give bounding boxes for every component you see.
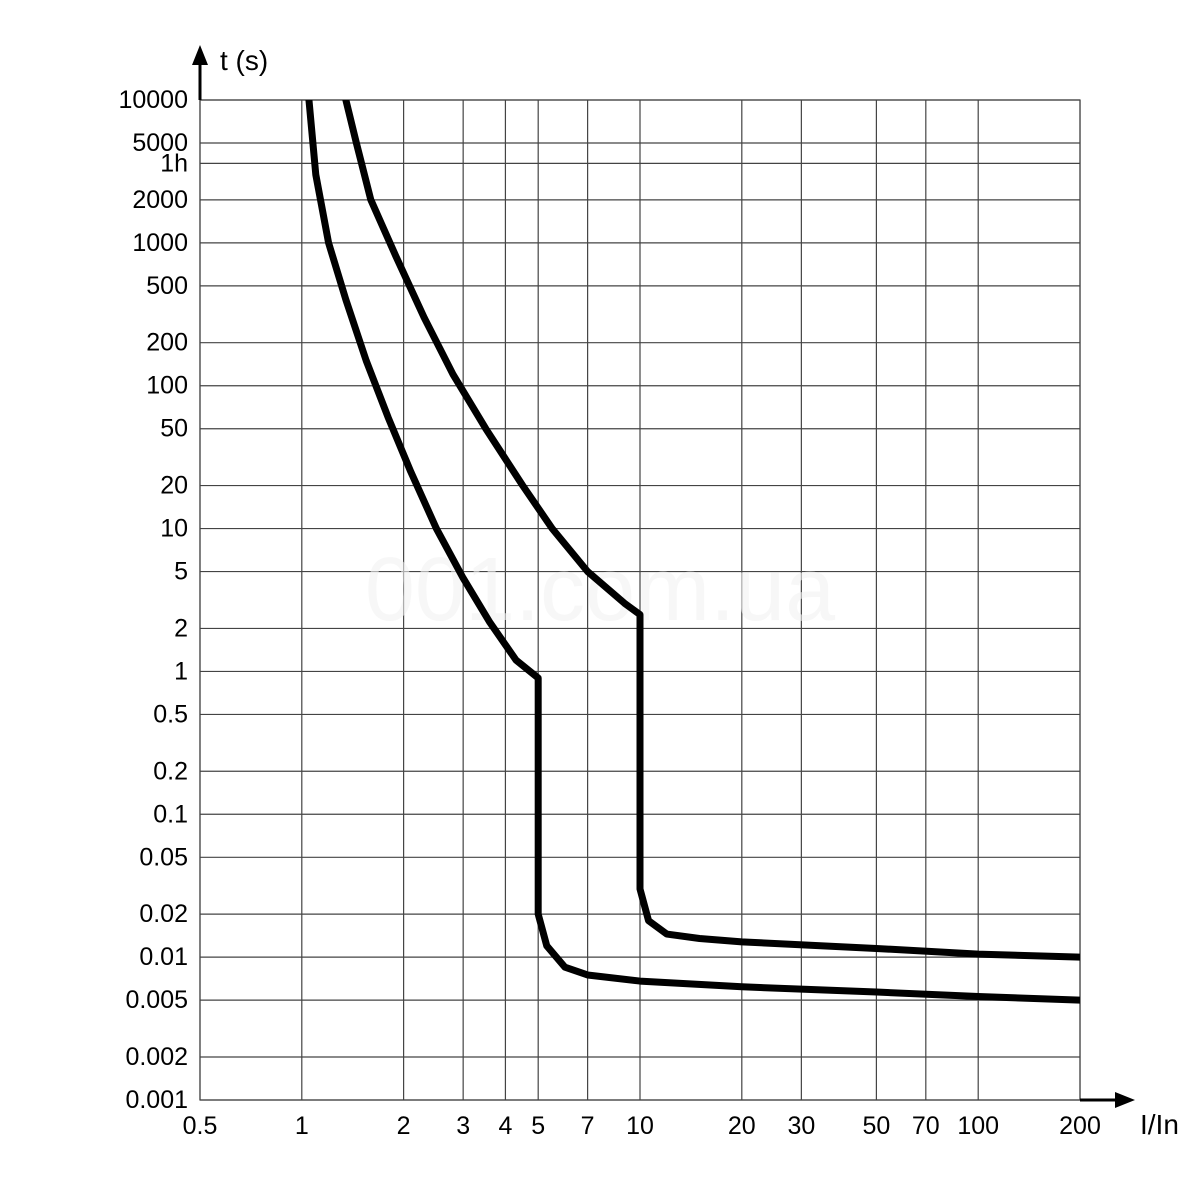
y-tick-label: 500	[146, 272, 188, 300]
y-axis-label: t (s)	[220, 45, 268, 76]
y-tick-label: 2000	[132, 186, 188, 214]
y-tick-label: 0.02	[139, 900, 188, 928]
x-tick-label: 100	[957, 1112, 999, 1140]
y-tick-label: 1h	[160, 149, 188, 177]
y-tick-label: 100	[146, 372, 188, 400]
x-tick-label: 4	[498, 1112, 512, 1140]
y-tick-label: 200	[146, 329, 188, 357]
y-tick-label: 50	[160, 415, 188, 443]
y-tick-label: 0.001	[125, 1086, 188, 1114]
y-tick-label: 0.002	[125, 1043, 188, 1071]
trip-curve-chart: 001.com.ua 0.512345710203050701002001000…	[0, 0, 1200, 1200]
x-tick-label: 3	[456, 1112, 470, 1140]
x-tick-label: 20	[728, 1112, 756, 1140]
x-tick-label: 30	[787, 1112, 815, 1140]
y-tick-label: 0.01	[139, 943, 188, 971]
y-tick-label: 10000	[118, 86, 188, 114]
y-tick-label: 0.2	[153, 757, 188, 785]
y-tick-label: 1000	[132, 229, 188, 257]
x-tick-label: 0.5	[183, 1112, 218, 1140]
y-tick-label: 0.1	[153, 800, 188, 828]
y-tick-label: 5	[174, 558, 188, 586]
x-tick-label: 50	[862, 1112, 890, 1140]
y-tick-label: 0.5	[153, 700, 188, 728]
x-tick-label: 10	[626, 1112, 654, 1140]
x-tick-label: 200	[1059, 1112, 1101, 1140]
x-tick-label: 7	[581, 1112, 595, 1140]
y-tick-label: 0.05	[139, 843, 188, 871]
y-tick-label: 1	[174, 657, 188, 685]
x-tick-label: 5	[531, 1112, 545, 1140]
watermark-text: 001.com.ua	[365, 540, 836, 640]
y-tick-label: 10	[160, 515, 188, 543]
y-tick-label: 2	[174, 614, 188, 642]
x-tick-label: 1	[295, 1112, 309, 1140]
y-tick-label: 20	[160, 472, 188, 500]
x-tick-label: 70	[912, 1112, 940, 1140]
x-axis-label: I/In	[1140, 1109, 1179, 1140]
x-tick-label: 2	[397, 1112, 411, 1140]
y-tick-label: 0.005	[125, 986, 188, 1014]
